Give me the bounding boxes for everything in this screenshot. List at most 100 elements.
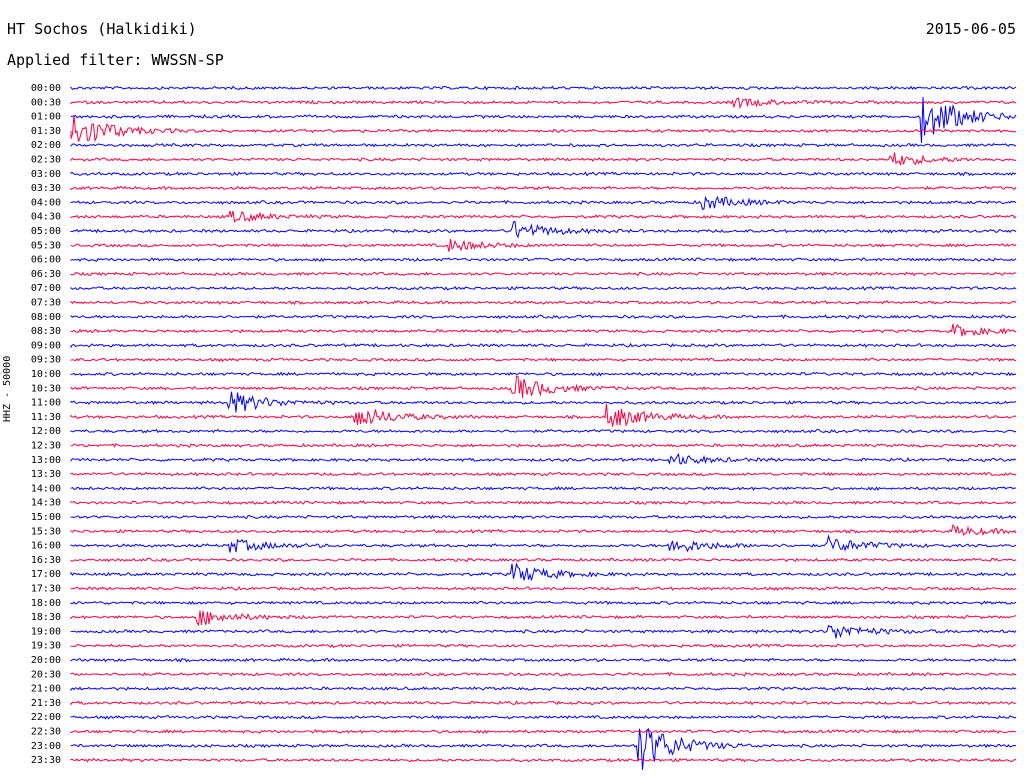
time-label: 03:30 [31, 183, 61, 194]
time-label: 16:30 [31, 555, 61, 566]
trace-row [70, 375, 1017, 398]
time-label: 19:30 [31, 641, 61, 652]
time-label: 18:30 [31, 612, 61, 623]
trace-row [70, 514, 1017, 520]
trace-row [70, 714, 1017, 720]
trace-row [70, 600, 1017, 606]
y-axis-label: HHZ - 50000 [2, 355, 13, 422]
trace-row [70, 391, 1017, 413]
time-label: 08:00 [31, 312, 61, 323]
time-label: 11:30 [31, 412, 61, 423]
trace-date: 2015-06-05 [925, 20, 1016, 38]
time-label: 08:30 [31, 326, 61, 337]
time-label: 10:30 [31, 383, 61, 394]
trace-row [70, 471, 1017, 477]
trace-row [70, 271, 1017, 277]
time-label: 14:30 [31, 498, 61, 509]
seismic-traces [70, 85, 1017, 770]
time-labels: 00:00 00:30 01:00 01:30 02:00 02:30 03:00 03:30… [31, 83, 61, 766]
time-label: 15:30 [31, 526, 61, 537]
time-label: 17:30 [31, 584, 61, 595]
trace-row [70, 728, 1016, 770]
trace-row [70, 285, 1017, 291]
trace-row [70, 610, 1017, 627]
time-label: 19:00 [31, 626, 61, 637]
time-label: 05:00 [31, 226, 61, 237]
time-label: 21:00 [31, 684, 61, 695]
time-label: 09:30 [31, 355, 61, 366]
time-label: 12:00 [31, 426, 61, 437]
trace-row [70, 314, 1017, 320]
time-label: 16:00 [31, 541, 61, 552]
trace-row [70, 403, 1017, 427]
filter-label: Applied filter: WWSSN-SP [7, 51, 224, 69]
time-label: 23:00 [31, 741, 61, 752]
trace-row [70, 624, 1017, 639]
time-label: 01:30 [31, 126, 61, 137]
time-label: 04:30 [31, 212, 61, 223]
trace-row [70, 357, 1017, 363]
time-label: 13:00 [31, 455, 61, 466]
trace-row [70, 171, 1017, 177]
trace-row [70, 534, 1017, 553]
time-label: 06:30 [31, 269, 61, 280]
time-label: 18:00 [31, 598, 61, 609]
time-label: 22:30 [31, 727, 61, 738]
time-label: 17:00 [31, 569, 61, 580]
time-label: 23:30 [31, 755, 61, 766]
trace-row [70, 210, 1017, 223]
time-label: 09:00 [31, 340, 61, 351]
station-title: HT Sochos (Halkidiki) [7, 20, 197, 38]
trace-row [70, 562, 1017, 581]
trace-row [70, 97, 1016, 110]
trace-row [70, 195, 1017, 211]
time-label: 15:00 [31, 512, 61, 523]
time-label: 03:00 [31, 169, 61, 180]
time-label: 01:00 [31, 112, 61, 123]
trace-row [70, 700, 1017, 706]
trace-row [70, 85, 1017, 91]
time-label: 10:00 [31, 369, 61, 380]
trace-row [70, 671, 1017, 677]
trace-row [70, 299, 1017, 306]
trace-row [70, 220, 1017, 239]
time-label: 04:00 [31, 197, 61, 208]
trace-row [70, 452, 1017, 465]
trace-row [70, 152, 1017, 166]
trace-row [70, 523, 1017, 537]
trace-row [70, 428, 1017, 434]
time-label: 05:30 [31, 240, 61, 251]
time-label: 14:00 [31, 483, 61, 494]
trace-row [70, 323, 1017, 337]
trace-row [70, 142, 1017, 148]
time-label: 21:30 [31, 698, 61, 709]
trace-row [70, 97, 1017, 144]
time-label: 20:00 [31, 655, 61, 666]
trace-row [70, 643, 1017, 649]
trace-row [70, 485, 1017, 491]
time-label: 22:00 [31, 712, 61, 723]
trace-row [70, 342, 1017, 349]
time-label: 07:30 [31, 298, 61, 309]
time-label: 02:00 [31, 140, 61, 151]
time-label: 00:00 [31, 83, 61, 94]
time-label: 06:00 [31, 255, 61, 266]
trace-row [70, 185, 1017, 191]
time-label: 20:30 [31, 669, 61, 680]
time-label: 07:00 [31, 283, 61, 294]
time-label: 11:00 [31, 398, 61, 409]
trace-row [70, 371, 1017, 377]
time-label: 12:30 [31, 441, 61, 452]
trace-row [70, 257, 1017, 263]
time-label: 02:30 [31, 155, 61, 166]
time-label: 13:30 [31, 469, 61, 480]
trace-row [70, 442, 1017, 448]
trace-row [70, 557, 1017, 563]
trace-row [70, 238, 1017, 252]
trace-row [70, 686, 1017, 692]
trace-row [70, 585, 1017, 591]
trace-row [70, 729, 1017, 734]
trace-row [70, 114, 1017, 143]
time-label: 00:30 [31, 97, 61, 108]
